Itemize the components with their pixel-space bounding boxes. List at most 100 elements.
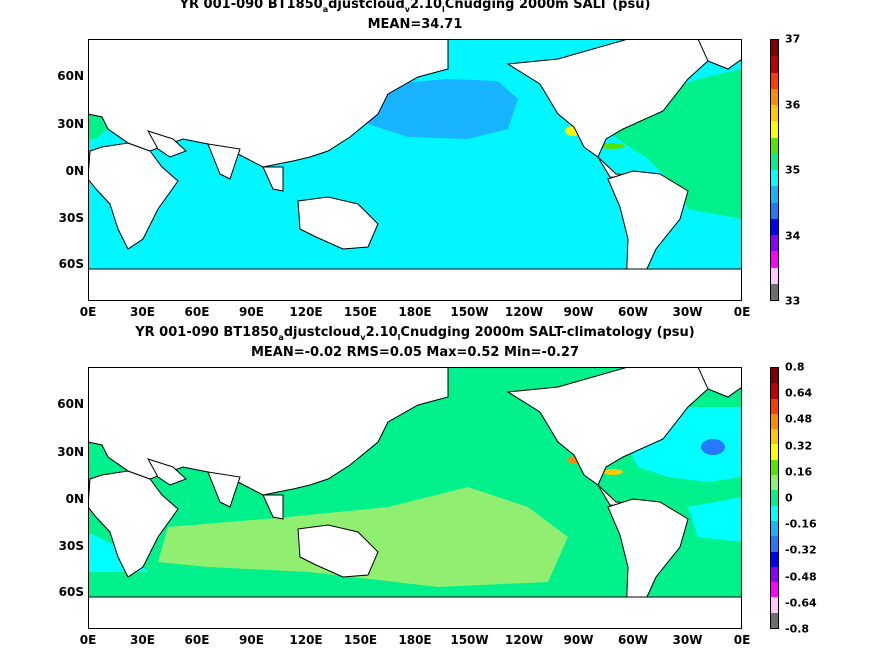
colorbar-swatch (771, 551, 778, 567)
north-pacific-fresh-region (358, 79, 518, 139)
colorbar-swatch (771, 536, 778, 552)
x-tick-label: 90E (239, 305, 264, 319)
colorbar-swatch (771, 235, 778, 252)
arabia-landmass (146, 458, 187, 486)
colorbar-swatch (771, 267, 778, 284)
y-tick-label: 60N (57, 397, 84, 411)
colorbar-swatch (771, 368, 778, 384)
colorbar-tick-label: 0.16 (785, 465, 813, 479)
australia-landmass (297, 524, 379, 578)
colorbar-swatch (771, 88, 778, 105)
x-tick-label: 0E (79, 633, 97, 647)
colorbar-swatch (771, 218, 778, 235)
colorbar-tick-label: 0 (785, 491, 793, 505)
australia-landmass (297, 196, 379, 250)
greenland-landmass (697, 39, 742, 70)
north-america-landmass (506, 39, 742, 158)
colorbar-swatch (771, 251, 778, 268)
colorbar-swatch (771, 597, 778, 613)
colorbar-swatch (771, 444, 778, 460)
south-america-landmass (607, 498, 689, 620)
x-tick-label: 90W (563, 633, 594, 647)
indochina-landmass (262, 494, 284, 520)
y-tick-label: 60S (58, 257, 84, 271)
colorbar-tick-label: -0.64 (785, 596, 817, 610)
panel1-stats: MEAN=34.71 (367, 17, 463, 32)
colorbar-swatch (771, 566, 778, 583)
colorbar-swatch (771, 398, 778, 414)
india-landmass (207, 471, 241, 508)
y-tick-label: 0N (65, 164, 84, 178)
x-tick-label: 180E (398, 633, 432, 647)
colorbar-swatch (771, 40, 778, 57)
colorbar-swatch (771, 105, 778, 122)
x-tick-label: 0E (733, 633, 751, 647)
indochina-landmass (262, 166, 284, 192)
x-tick-label: 150W (450, 305, 489, 319)
colorbar-tick-label: -0.48 (785, 570, 817, 584)
caribbean-positive-spot (603, 469, 623, 475)
colorbar-swatch (771, 72, 778, 89)
y-tick-label: 30N (57, 445, 84, 459)
europe-asia-landmass (88, 367, 449, 496)
colorbar-swatch (771, 582, 778, 598)
colorbar-tick-label: 0.8 (785, 360, 805, 374)
colorbar-tick-label: -0.16 (785, 517, 817, 531)
panel1-title: YR 001-090 BT1850adjustcloudv2.10lCnudgi… (179, 0, 651, 14)
europe-asia-landmass (88, 39, 449, 168)
colorbar-swatch (771, 413, 778, 430)
colorbar-tick-label: 0.64 (785, 386, 813, 400)
x-tick-label: 30E (130, 305, 155, 319)
x-tick-label: 60E (184, 633, 210, 647)
antarctica-landmass (88, 268, 742, 301)
x-tick-label: 30W (672, 305, 703, 319)
x-tick-label: 150W (450, 633, 489, 647)
panel2-title: YR 001-090 BT1850adjustcloudv2.10lCnudgi… (135, 325, 695, 342)
colorbar-swatch (771, 202, 778, 219)
colorbar-swatch (771, 186, 778, 203)
x-tick-label: 90E (239, 633, 264, 647)
atlantic-negative-bias (688, 497, 742, 542)
colorbar-tick-label: 35 (785, 163, 801, 177)
colorbar (770, 39, 779, 301)
x-tick-label: 120E (289, 305, 323, 319)
x-tick-label: 60W (618, 305, 648, 319)
north-america-landmass (506, 367, 742, 486)
y-tick-label: 30S (58, 539, 84, 553)
colorbar-swatch (771, 121, 778, 138)
colorbar-swatch (771, 612, 778, 629)
colorbar-tick-label: -0.32 (785, 543, 817, 557)
x-tick-label: 150E (343, 633, 378, 647)
x-tick-label: 60W (618, 633, 648, 647)
colorbar-tick-label: 34 (785, 229, 801, 242)
colorbar-tick-label: 37 (785, 32, 801, 46)
x-tick-label: 180E (398, 305, 432, 319)
x-tick-label: 0E (79, 305, 97, 319)
colorbar-swatch (771, 153, 778, 170)
y-tick-label: 0N (65, 492, 84, 506)
y-tick-label: 30N (57, 117, 84, 131)
salinity-map (88, 39, 742, 301)
greenland-landmass (697, 367, 742, 398)
colorbar-tick-label: 36 (785, 98, 801, 111)
colorbar-tick-label: 33 (785, 294, 801, 308)
colorbar-swatch (771, 56, 778, 73)
colorbar-swatch (771, 137, 778, 154)
salinity-bias-map (88, 367, 742, 629)
y-tick-label: 60S (58, 585, 84, 599)
colorbar-swatch (771, 459, 778, 476)
x-tick-label: 150E (343, 305, 378, 319)
south-america-landmass (607, 170, 689, 292)
x-tick-label: 120W (504, 633, 544, 647)
x-tick-label: 90W (563, 305, 594, 319)
caribbean-salty-spot (601, 143, 625, 149)
x-tick-label: 120W (504, 305, 544, 319)
colorbar-swatch (771, 505, 778, 521)
colorbar-swatch (771, 520, 778, 537)
colorbar-swatch (771, 475, 778, 491)
colorbar-swatch (771, 170, 778, 187)
colorbar-swatch (771, 490, 778, 506)
x-tick-label: 0E (733, 305, 751, 319)
y-tick-label: 60N (57, 69, 84, 83)
deep-negative-spot (701, 439, 725, 455)
